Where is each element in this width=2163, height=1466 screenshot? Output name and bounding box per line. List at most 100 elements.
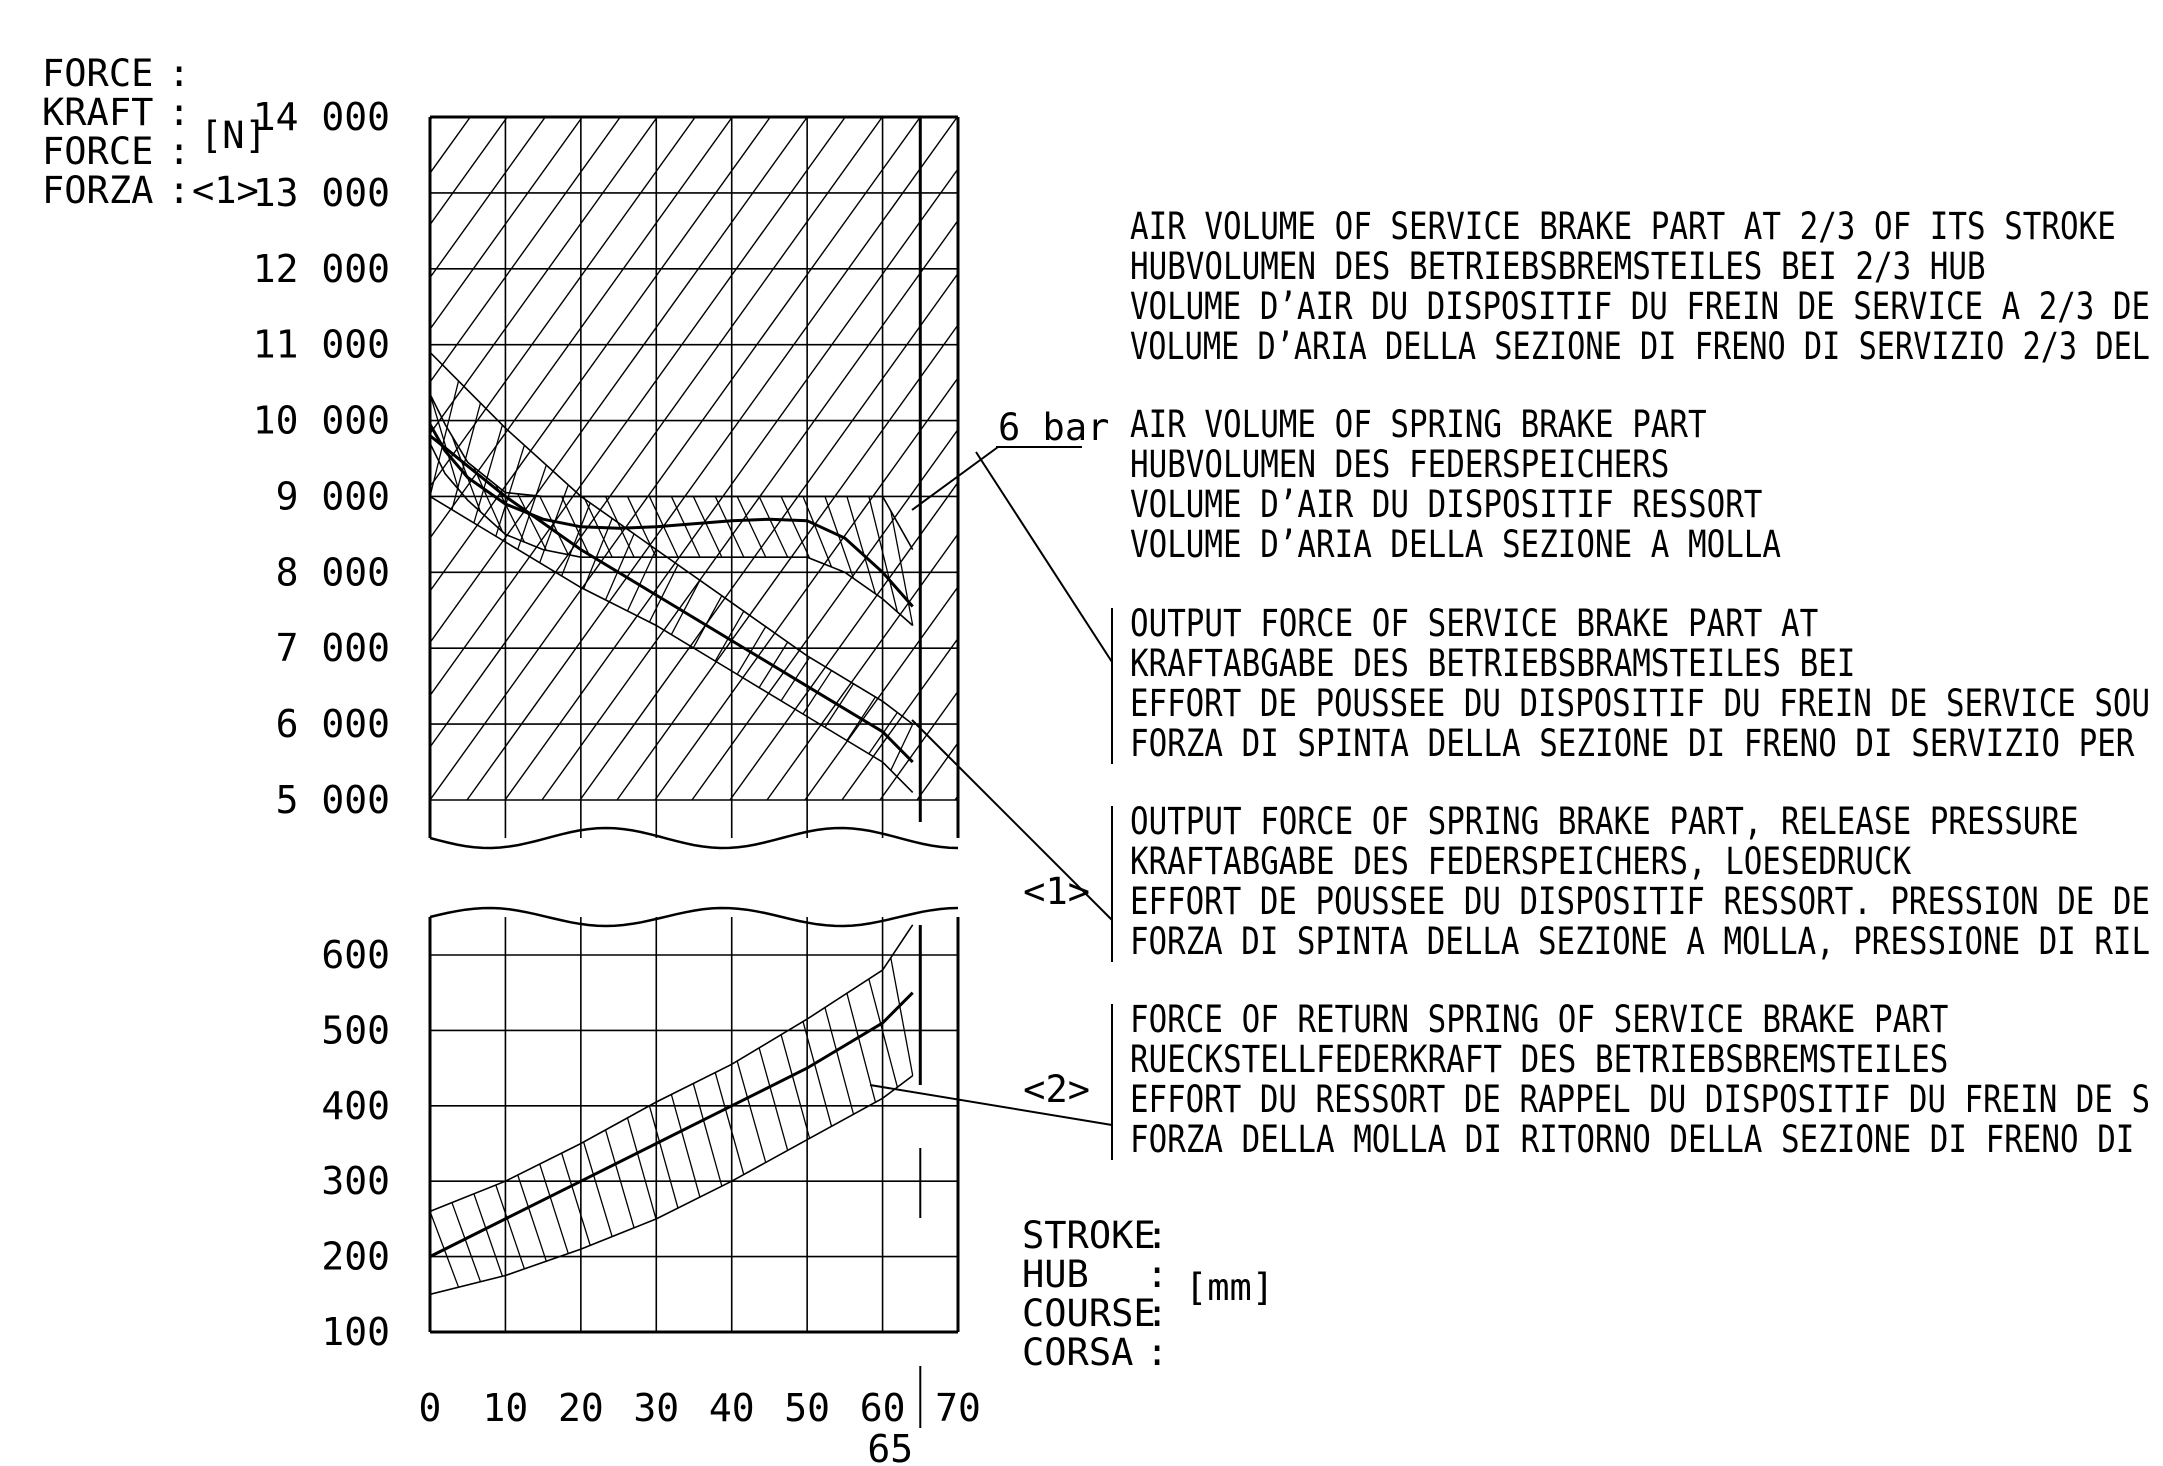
legend-entry-output_spring: <1> OUTPUT FORCE OF SPRING BRAKE PART, RE… [1023,800,2150,963]
upper-y-tick-label: 5 000 [276,778,390,822]
output-spring-hatch [561,502,591,577]
air-volume-line-air_volume_service [654,376,958,801]
air-volume-line-air_volume_service [804,585,958,801]
legend-line: AIR VOLUME OF SERVICE BRAKE PART AT 2/3 … [1130,205,2116,248]
legend-entry-output_service: OUTPUT FORCE OF SERVICE BRAKE PART ATKRA… [1111,602,2150,765]
lower-y-tick-label: 500 [321,1008,390,1052]
output-service-hatch [670,496,701,558]
output-service-hatch [846,496,877,595]
lower-y-tick-label: 100 [321,1310,390,1354]
y-label-sep-2: : [168,91,190,134]
output-service-hatch [430,393,460,490]
x-marker: 65 [867,1366,922,1466]
air-volume-hatching [0,117,958,801]
leader-lines [869,446,1113,1126]
air-volume-line-air_volume_service [430,117,921,801]
output-spring-hatch [495,445,525,537]
air-volume-line-air_volume_service [0,117,320,800]
return-spring-hatch [780,1034,811,1139]
output-spring-hatch [626,549,657,612]
return-spring-hatch [692,1083,723,1187]
output-service-hatch [868,496,899,613]
x-tick-label: 40 [709,1386,755,1430]
leader-6bar [911,446,999,511]
x-unit: [mm] [1185,1266,1274,1309]
upper-series [430,351,914,793]
output-service-hatch [802,496,833,568]
return-spring-hatch [846,993,877,1103]
return-spring-hatch [517,1174,547,1262]
upper-y-tick-label: 14 000 [253,95,390,139]
air-volume-line-air_volume_spring [430,117,808,644]
return-spring-hatch [539,1163,569,1254]
upper-y-tick-label: 11 000 [253,323,390,367]
air-volume-line-air_volume_spring [691,428,958,801]
lower-y-tick-label: 200 [321,1235,390,1279]
x-label-line-1: STROKE [1022,1214,1156,1257]
output-spring-hatch [670,579,701,635]
return-spring-hatch [890,957,914,1076]
output-spring-band-upper [430,351,914,725]
air-volume-line-air_volume_spring [541,219,958,801]
upper-y-tick-label: 12 000 [253,247,390,291]
air-volume-line-air_volume_service [0,117,395,800]
lower-y-tick-labels: 600 500 400 300 200 100 [321,933,390,1354]
legend-line: RUECKSTELLFEDERKRAFT DES BETRIEBSBREMSTE… [1130,1038,1948,1081]
legend-line: FORZA DELLA MOLLA DI RITORNO DELLA SEZIO… [1130,1118,2134,1161]
legend-line: VOLUME D’AIR DU DISPOSITIF RESSORT [1130,483,1762,526]
air-volume-line-air_volume_spring [430,117,883,749]
y-label-line-4: FORZA [42,169,153,212]
air-volume-line-air_volume_spring [0,117,357,800]
output-service-curve [430,423,914,608]
output-spring-hatch [604,533,635,601]
air-volume-line-air_volume_service [729,481,958,801]
x-label-sep-2: : [1146,1253,1168,1296]
y-label-line-3: FORCE [42,130,153,173]
upper-y-tick-labels: 14 000 13 000 12 000 11 000 10 000 9 000 8 000… [253,95,390,822]
air-volume-line-air_volume_service [430,117,471,175]
return-spring-curve [430,991,914,1258]
lower-y-tick-label: 600 [321,933,390,977]
series-layer [0,117,958,1296]
x-label-sep-3: : [1146,1292,1168,1335]
output-service-band-upper [430,393,914,550]
return-spring-hatch [582,1141,613,1237]
output-service-hatch [736,496,767,558]
legend-line: AIR VOLUME OF SPRING BRAKE PART [1130,403,1707,446]
lower-panel [428,906,960,1334]
legend-ref: <2> [1023,1068,1090,1111]
x-label-line-3: COURSE [1022,1292,1156,1335]
output-spring-hatch [890,723,914,771]
return-spring-band-lower [430,1074,914,1296]
output-spring-hatch [430,380,460,497]
legend-line: KRAFTABGABE DES BETRIEBSBRAMSTEILES BEI [1130,642,1855,685]
output-spring-hatch [451,402,482,510]
output-spring-hatch [473,424,504,524]
upper-y-tick-label: 13 000 [253,171,390,215]
lower-break-wave [429,906,959,928]
legend-line: EFFORT DE POUSSEE DU DISPOSITIF RESSORT.… [1130,880,2150,923]
upper-y-tick-label: 9 000 [276,474,390,518]
lower-y-tick-label: 400 [321,1084,390,1128]
upper-y-tick-label: 7 000 [276,626,390,670]
x-marker-label: 65 [867,1427,913,1466]
x-label-line-4: CORSA [1022,1331,1133,1374]
leader-output-spring [911,719,1113,921]
output-spring-band-lower [430,495,914,793]
x-tick-label: 50 [784,1386,830,1430]
x-tick-label: 0 [419,1386,442,1430]
return-spring-hatch [648,1105,679,1209]
legend-line: HUBVOLUMEN DES FEDERSPEICHERS [1130,443,1669,486]
air-volume-line-air_volume_spring [841,637,958,801]
return-spring-hatch [626,1117,657,1220]
legend-line: OUTPUT FORCE OF SERVICE BRAKE PART AT [1130,602,1818,645]
y-label-sep-4: : [168,169,190,212]
output-service-hatch [714,496,745,558]
air-volume-line-air_volume_spring [430,117,433,122]
x-tick-label: 60 [860,1386,906,1430]
legend-line: EFFORT DU RESSORT DE RAPPEL DU DISPOSITI… [1130,1078,2150,1121]
pressure-callout: 6 bar [996,406,1109,449]
output-service-hatch [692,496,723,558]
air-volume-line-air_volume_spring [466,117,958,801]
